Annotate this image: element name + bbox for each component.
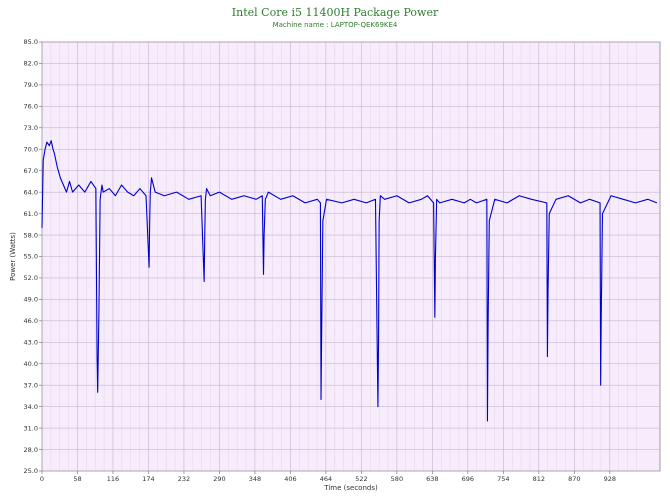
y-tick-label: 61.0 (24, 210, 38, 218)
x-tick-label: 406 (284, 475, 296, 483)
y-tick-label: 31.0 (24, 424, 38, 432)
x-tick-label: 928 (604, 475, 616, 483)
axis-layer: 85.0 82.0 79.0 76.0 73.0 70.0 67.0 64.0 61.0 58.0… (24, 38, 617, 483)
y-tick-label: 25.0 (24, 467, 38, 475)
x-tick-label: 174 (142, 475, 154, 483)
x-tick-label: 116 (107, 475, 119, 483)
x-tick-label: 232 (178, 475, 190, 483)
y-tick-label: 40.0 (24, 360, 38, 368)
y-tick-label: 64.0 (24, 188, 38, 196)
y-tick-label: 49.0 (24, 296, 38, 304)
series-line (41, 140, 658, 422)
y-tick-label: 46.0 (24, 317, 38, 325)
x-tick-label: 870 (568, 475, 580, 483)
y-tick-label: 52.0 (24, 274, 38, 282)
y-tick-label: 85.0 (24, 38, 38, 46)
x-tick-label: 522 (355, 475, 367, 483)
chart-subtitle: Machine name : LAPTOP-QEK69KE4 (272, 21, 398, 29)
x-tick-label: 812 (533, 475, 545, 483)
chart-title: Intel Core i5 11400H Package Power (231, 6, 439, 19)
x-tick-label: 348 (249, 475, 261, 483)
line-layer (41, 140, 658, 422)
y-tick-label: 67.0 (24, 167, 38, 175)
x-tick-label: 464 (320, 475, 332, 483)
y-axis-title: Power (Watts) (9, 232, 17, 281)
x-tick-label: 580 (391, 475, 403, 483)
y-tick-label: 73.0 (24, 124, 38, 132)
y-tick-label: 70.0 (24, 145, 38, 153)
y-tick-label: 34.0 (24, 403, 38, 411)
y-tick-label: 82.0 (24, 60, 38, 68)
y-tick-label: 58.0 (24, 231, 38, 239)
x-tick-label: 696 (462, 475, 474, 483)
x-tick-label: 754 (497, 475, 509, 483)
x-tick-label: 0 (40, 475, 44, 483)
y-tick-label: 76.0 (24, 103, 38, 111)
y-tick-label: 37.0 (24, 381, 38, 389)
y-tick-label: 79.0 (24, 81, 38, 89)
x-axis-title: Time (seconds) (323, 484, 378, 492)
x-tick-label: 290 (213, 475, 225, 483)
y-tick-label: 43.0 (24, 339, 38, 347)
y-tick-label: 55.0 (24, 253, 38, 261)
y-tick-label: 28.0 (24, 446, 38, 454)
grid-layer (41, 41, 660, 472)
x-tick-label: 638 (426, 475, 438, 483)
x-tick-label: 58 (73, 475, 81, 483)
